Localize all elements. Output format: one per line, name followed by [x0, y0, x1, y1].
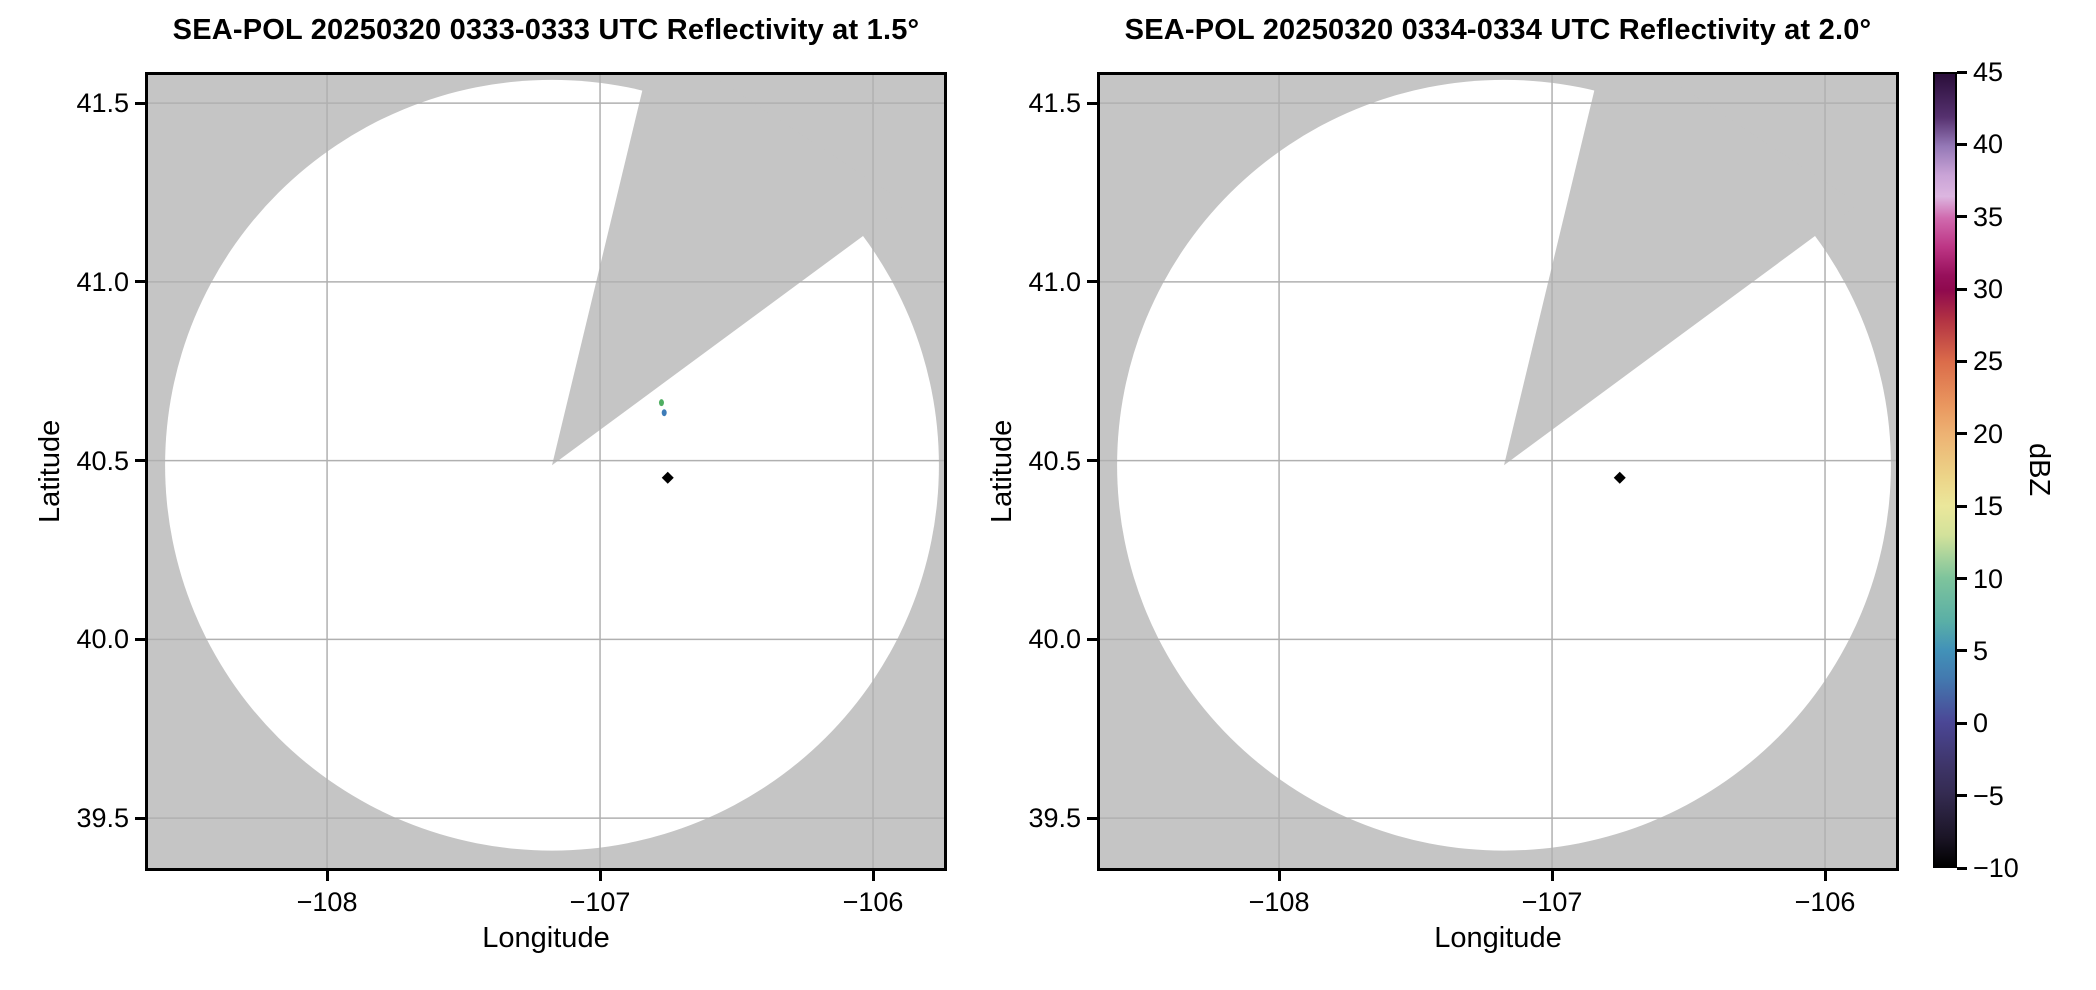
y-tick-mark — [135, 816, 145, 820]
x-tick-mark — [598, 871, 602, 881]
radar-plot-area — [145, 72, 947, 871]
y-tick-label: 40.5 — [76, 445, 129, 476]
y-tick-mark — [1087, 459, 1097, 463]
colorbar-tick-mark — [1957, 504, 1967, 508]
radar-panel-left — [145, 72, 947, 871]
colorbar-tick-label: 10 — [1973, 563, 2004, 594]
x-tick-mark — [1823, 871, 1827, 881]
colorbar-tick-mark — [1957, 142, 1967, 146]
x-axis-label-left: Longitude — [482, 922, 610, 954]
colorbar-tick-label: 40 — [1973, 129, 2004, 160]
x-tick-mark — [1550, 871, 1554, 881]
colorbar-tick-mark — [1957, 287, 1967, 291]
x-tick-label: −107 — [1521, 887, 1583, 917]
colorbar — [1933, 72, 1957, 868]
y-tick-mark — [135, 280, 145, 284]
y-tick-label: 41.5 — [1028, 88, 1081, 119]
x-tick-label: −108 — [1248, 887, 1310, 917]
colorbar-tick-mark — [1957, 866, 1967, 870]
y-tick-label: 40.0 — [76, 624, 129, 655]
colorbar-tick-label: 30 — [1973, 274, 2004, 305]
y-tick-mark — [1087, 280, 1097, 284]
y-tick-mark — [135, 101, 145, 105]
echo-point — [658, 399, 664, 407]
x-tick-label: −108 — [296, 887, 358, 917]
x-tick-label: −106 — [842, 887, 904, 917]
x-tick-mark — [871, 871, 875, 881]
y-tick-label: 40.0 — [1028, 624, 1081, 655]
x-tick-label: −107 — [569, 887, 631, 917]
echo-point-diamond — [1613, 471, 1626, 484]
panel-title-right: SEA-POL 20250320 0334-0334 UTC Reflectiv… — [1124, 14, 1872, 46]
colorbar-tick-label: 45 — [1973, 57, 2004, 87]
x-axis-label-right: Longitude — [1434, 922, 1562, 954]
colorbar-tick-mark — [1957, 794, 1967, 798]
colorbar-tick-mark — [1957, 359, 1967, 363]
colorbar-tick-mark — [1957, 432, 1967, 436]
colorbar-tick-mark — [1957, 70, 1967, 74]
y-tick-label: 40.5 — [1028, 445, 1081, 476]
axes-spines — [145, 72, 947, 871]
y-tick-mark — [1087, 101, 1097, 105]
y-tick-label: 41.0 — [1028, 266, 1081, 297]
colorbar-tick-label: 5 — [1973, 635, 1989, 666]
colorbar-tick-mark — [1957, 649, 1967, 653]
y-tick-label: 39.5 — [1028, 803, 1081, 834]
colorbar-tick-label: −10 — [1973, 853, 2019, 883]
y-tick-label: 39.5 — [76, 803, 129, 834]
y-tick-label: 41.5 — [76, 88, 129, 119]
echo-point-diamond — [661, 471, 674, 484]
radar-plot-area — [1097, 72, 1899, 871]
colorbar-tick-mark — [1957, 577, 1967, 581]
y-tick-label: 41.0 — [76, 266, 129, 297]
colorbar-tick-label: 25 — [1973, 346, 2004, 377]
colorbar-tick-mark — [1957, 215, 1967, 219]
panel-title-left: SEA-POL 20250320 0333-0333 UTC Reflectiv… — [172, 14, 920, 46]
colorbar-tick-label: −5 — [1973, 780, 2004, 811]
missing-sector-wedge — [1504, 72, 1859, 466]
y-tick-mark — [135, 459, 145, 463]
colorbar-tick-label: 20 — [1973, 418, 2004, 449]
colorbar-label: dBZ — [2023, 443, 2055, 497]
colorbar-tick-label: 15 — [1973, 491, 2004, 522]
x-tick-mark — [1277, 871, 1281, 881]
x-tick-label: −106 — [1794, 887, 1856, 917]
y-tick-mark — [1087, 816, 1097, 820]
colorbar-tick-label: 35 — [1973, 201, 2004, 232]
missing-sector-wedge — [552, 72, 907, 466]
echo-point — [661, 409, 667, 417]
radar-panel-right — [1097, 72, 1899, 871]
colorbar-tick-mark — [1957, 721, 1967, 725]
colorbar-tick-label: 0 — [1973, 708, 1989, 739]
x-tick-mark — [325, 871, 329, 881]
axes-spines — [1097, 72, 1899, 871]
y-tick-mark — [1087, 637, 1097, 641]
y-tick-mark — [135, 637, 145, 641]
